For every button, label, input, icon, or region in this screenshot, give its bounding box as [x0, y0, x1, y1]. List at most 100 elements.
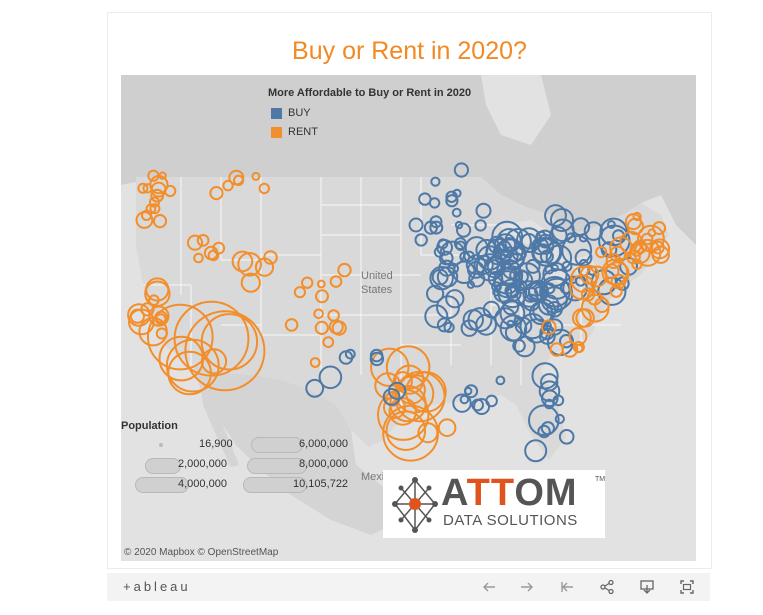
metro-bubble[interactable] [558, 429, 575, 445]
metro-bubble[interactable] [338, 350, 354, 365]
redo-icon[interactable] [519, 579, 535, 595]
metro-bubble[interactable] [394, 370, 446, 423]
metro-bubble[interactable] [305, 378, 325, 398]
metro-bubble[interactable] [149, 175, 169, 195]
metro-bubble[interactable] [149, 203, 161, 215]
metro-bubble[interactable] [550, 208, 574, 232]
metro-bubble[interactable] [453, 162, 469, 178]
metro-bubble[interactable] [541, 389, 559, 408]
metro-bubble[interactable] [313, 308, 324, 320]
tableau-logo[interactable]: +ableau [123, 579, 191, 594]
metro-bubble[interactable] [537, 424, 551, 439]
metro-bubble[interactable] [451, 207, 462, 218]
metro-bubble[interactable] [527, 281, 549, 303]
revert-icon[interactable] [559, 579, 575, 595]
metro-bubble[interactable] [629, 242, 651, 265]
metro-bubble[interactable] [583, 221, 604, 241]
download-icon[interactable] [639, 579, 655, 595]
metro-bubble[interactable] [293, 286, 306, 299]
metro-bubble[interactable] [148, 196, 161, 208]
metro-bubble[interactable] [524, 439, 548, 463]
metro-bubble[interactable] [463, 250, 476, 263]
metro-bubble[interactable] [426, 284, 445, 303]
metro-bubble[interactable] [382, 388, 401, 406]
metro-bubble[interactable] [314, 320, 329, 335]
metro-bubble[interactable] [445, 194, 459, 208]
metro-bubble[interactable] [541, 319, 557, 335]
metro-bubble[interactable] [543, 282, 556, 295]
metro-bubble[interactable] [512, 339, 526, 353]
metro-bubble[interactable] [284, 318, 299, 332]
metro-bubble[interactable] [240, 272, 261, 293]
metro-bubble[interactable] [610, 273, 627, 290]
metro-bubble[interactable] [128, 308, 155, 336]
metro-bubble[interactable] [601, 258, 629, 286]
metro-bubble[interactable] [318, 365, 343, 390]
metro-bubble[interactable] [632, 211, 642, 222]
metro-bubble[interactable] [519, 313, 546, 340]
metro-bubble[interactable] [251, 171, 261, 181]
metro-bubble[interactable] [184, 310, 266, 392]
metro-bubble[interactable] [504, 228, 532, 256]
metro-bubble[interactable] [538, 380, 561, 403]
metro-bubble[interactable] [559, 334, 574, 349]
undo-icon[interactable] [481, 579, 497, 595]
metro-bubble[interactable] [337, 262, 352, 278]
metro-bubble[interactable] [301, 276, 314, 289]
metro-bubble[interactable] [651, 240, 665, 255]
metro-bubble[interactable] [544, 204, 567, 227]
metro-bubble[interactable] [439, 250, 454, 266]
metro-bubble[interactable] [549, 226, 568, 245]
metro-bubble[interactable] [137, 182, 149, 194]
metro-bubble[interactable] [626, 249, 641, 265]
metro-bubble[interactable] [377, 388, 430, 441]
metro-bubble[interactable] [554, 413, 565, 425]
metro-bubble[interactable] [388, 397, 418, 426]
metro-bubble[interactable] [328, 319, 344, 335]
legend-item-rent[interactable]: RENT [271, 126, 318, 138]
metro-bubble[interactable] [609, 284, 623, 298]
metro-bubble[interactable] [550, 263, 559, 272]
metro-bubble[interactable] [430, 176, 441, 187]
metro-bubble[interactable] [459, 394, 470, 405]
metro-bubble[interactable] [595, 246, 608, 259]
metro-bubble[interactable] [186, 234, 204, 251]
metro-bubble[interactable] [452, 393, 472, 413]
metro-bubble[interactable] [209, 186, 224, 201]
metro-bubble[interactable] [504, 283, 520, 299]
metro-bubble[interactable] [495, 375, 506, 386]
metro-bubble[interactable] [609, 245, 627, 263]
metro-bubble[interactable] [571, 217, 591, 237]
map-attribution[interactable]: © 2020 Mapbox © OpenStreetMap [124, 547, 279, 558]
metro-bubble[interactable] [152, 214, 168, 229]
metro-bubble[interactable] [579, 264, 600, 285]
metro-bubble[interactable] [196, 234, 210, 247]
metro-bubble[interactable] [424, 304, 449, 329]
metro-bubble[interactable] [607, 220, 616, 229]
metro-bubble[interactable] [369, 351, 385, 367]
metro-bubble[interactable] [580, 293, 610, 323]
metro-bubble[interactable] [258, 182, 271, 195]
metro-bubble[interactable] [135, 211, 154, 229]
metro-bubble[interactable] [513, 279, 528, 294]
metro-bubble[interactable] [144, 280, 171, 307]
metro-bubble[interactable] [382, 404, 440, 462]
metro-bubble[interactable] [315, 289, 329, 304]
metro-bubble[interactable] [532, 236, 563, 267]
metro-bubble[interactable] [385, 410, 427, 452]
metro-bubble[interactable] [263, 250, 278, 265]
metro-bubble[interactable] [473, 398, 491, 415]
metro-bubble[interactable] [344, 348, 356, 360]
map-view[interactable]: More Affordable to Buy or Rent in 2020 B… [121, 75, 696, 561]
metro-bubble[interactable] [652, 221, 667, 236]
metro-bubble[interactable] [329, 275, 343, 288]
metro-bubble[interactable] [467, 261, 485, 279]
metro-bubble[interactable] [569, 274, 596, 301]
metro-bubble[interactable] [439, 240, 466, 267]
metro-bubble[interactable] [445, 289, 465, 309]
metro-bubble[interactable] [322, 336, 335, 349]
metro-bubble[interactable] [237, 252, 262, 277]
metro-bubble[interactable] [631, 258, 643, 271]
fullscreen-icon[interactable] [679, 579, 695, 595]
metro-bubble[interactable] [316, 279, 326, 289]
